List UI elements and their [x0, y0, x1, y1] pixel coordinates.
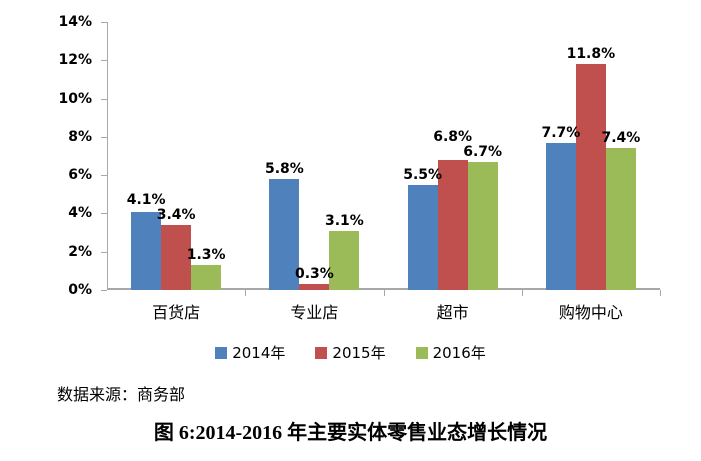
data-label-series1-cat2: 6.8%	[433, 128, 473, 145]
y-axis-tick-mark	[101, 251, 107, 253]
bar-series0-cat2	[407, 184, 438, 290]
bar-series0-cat3	[545, 142, 576, 290]
legend-label: 2016年	[432, 344, 486, 362]
bar-chart: 2014年 2015年 2016年 0% 2% 4% 6% 8% 10% 12% 14% 百货店 4.…	[0, 14, 701, 363]
bar-series2-cat0	[191, 265, 222, 290]
legend-swatch-icon	[215, 346, 228, 359]
legend-swatch-icon	[415, 346, 428, 359]
data-label-series1-cat1: 0.3%	[294, 266, 334, 283]
bar-series1-cat1	[299, 284, 330, 290]
legend-label: 2014年	[232, 344, 286, 362]
data-label-series0-cat2: 5.5%	[403, 166, 443, 183]
bar-series1-cat3	[575, 64, 606, 290]
y-axis-tick-mark	[101, 60, 107, 62]
y-axis-tick-mark	[101, 98, 107, 100]
y-axis-tick-label: 10%	[58, 90, 92, 107]
bar-series2-cat2	[467, 161, 498, 290]
plot-area	[107, 22, 660, 290]
y-axis-tick-label: 12%	[58, 52, 92, 69]
bar-series1-cat0	[161, 224, 192, 290]
x-axis-tick-mark	[383, 290, 385, 296]
bar-series2-cat3	[605, 148, 636, 290]
y-axis-tick-mark	[101, 22, 107, 23]
data-label-series2-cat3: 7.4%	[601, 130, 641, 147]
legend-label: 2015年	[332, 344, 386, 362]
y-axis-tick-label: 14%	[58, 14, 92, 30]
bar-series2-cat1	[329, 230, 360, 290]
y-axis-tick-mark	[101, 175, 107, 177]
x-axis-category-label-3: 购物中心	[558, 305, 623, 322]
source-note: 数据来源：商务部	[57, 387, 186, 404]
legend-swatch-icon	[315, 346, 328, 359]
x-axis-category-label-1: 专业店	[290, 305, 339, 322]
data-label-series1-cat3: 11.8%	[566, 46, 616, 63]
bar-series0-cat0	[131, 211, 162, 290]
data-label-series2-cat1: 3.1%	[324, 212, 364, 229]
data-label-series0-cat0: 4.1%	[126, 191, 166, 208]
figure-caption: 图 6:2014-2016 年主要实体零售业态增长情况	[153, 422, 548, 444]
legend-item-series0: 2014年	[215, 342, 285, 363]
x-axis-category-label-0: 百货店	[152, 305, 201, 322]
data-label-series2-cat2: 6.7%	[463, 143, 503, 160]
data-label-series2-cat0: 1.3%	[186, 247, 226, 264]
legend: 2014年 2015年 2016年	[0, 342, 701, 363]
y-axis-tick-label: 8%	[68, 128, 92, 145]
bar-series1-cat2	[437, 159, 468, 290]
x-axis-category-label-2: 超市	[436, 305, 469, 322]
data-label-series0-cat3: 7.7%	[541, 124, 581, 141]
y-axis-tick-mark	[101, 136, 107, 138]
y-axis-tick-label: 0%	[68, 282, 92, 298]
bar-series0-cat1	[269, 178, 300, 290]
legend-item-series1: 2015年	[315, 342, 386, 363]
y-axis-tick-label: 6%	[68, 167, 92, 184]
x-axis-tick-mark	[521, 290, 523, 296]
y-axis-tick-label: 2%	[68, 243, 92, 260]
data-label-series0-cat1: 5.8%	[264, 160, 304, 177]
y-axis-tick-mark	[101, 213, 107, 215]
x-axis-tick-mark	[660, 290, 661, 296]
x-axis-tick-mark	[245, 290, 247, 296]
y-axis-tick-label: 4%	[68, 205, 92, 222]
legend-item-series2: 2016年	[415, 342, 486, 363]
data-label-series1-cat0: 3.4%	[156, 206, 196, 223]
y-axis-tick-mark	[101, 290, 107, 291]
